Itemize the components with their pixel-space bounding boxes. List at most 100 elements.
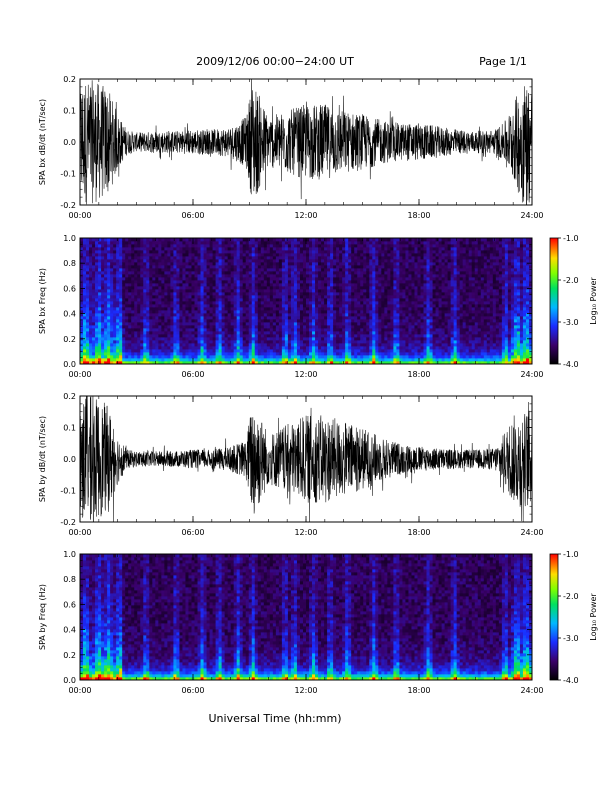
spectrogram-cell bbox=[330, 322, 333, 325]
spectrogram-cell bbox=[297, 343, 300, 346]
spectrogram-cell bbox=[225, 247, 228, 250]
spectrogram-cell bbox=[276, 289, 279, 292]
spectrogram-cell bbox=[198, 331, 201, 334]
spectrogram-cell bbox=[411, 265, 414, 268]
spectrogram-cell bbox=[402, 301, 405, 304]
spectrogram-cell bbox=[408, 259, 411, 262]
spectrogram-cell bbox=[306, 286, 309, 289]
spectrogram-cell bbox=[113, 301, 116, 304]
spectrogram-cell bbox=[161, 256, 164, 259]
spectrogram-cell bbox=[345, 274, 348, 277]
spectrogram-cell bbox=[354, 259, 357, 262]
spectrogram-cell bbox=[309, 283, 312, 286]
spectrogram-cell bbox=[158, 238, 161, 241]
spectrogram-cell bbox=[255, 328, 258, 331]
spectrogram-cell bbox=[351, 289, 354, 292]
spectrogram-cell bbox=[264, 322, 267, 325]
spectrogram-cell bbox=[282, 301, 285, 304]
spectrogram-cell bbox=[360, 301, 363, 304]
spectrogram-cell bbox=[164, 250, 167, 253]
spectrogram-cell bbox=[143, 343, 146, 346]
spectrogram-cell bbox=[255, 310, 258, 313]
spectrogram-cell bbox=[417, 349, 420, 352]
spectrogram-cell bbox=[360, 238, 363, 241]
spectrogram-cell bbox=[213, 340, 216, 343]
spectrogram-cell bbox=[387, 295, 390, 298]
spectrogram-cell bbox=[369, 310, 372, 313]
spectrogram-cell bbox=[107, 352, 110, 355]
spectrogram-cell bbox=[354, 328, 357, 331]
spectrogram-cell bbox=[279, 268, 282, 271]
spectrogram-cell bbox=[128, 268, 131, 271]
spectrogram-cell bbox=[182, 286, 185, 289]
spectrogram-cell bbox=[210, 271, 213, 274]
spectrogram-cell bbox=[185, 310, 188, 313]
spectrogram-cell bbox=[110, 352, 113, 355]
spectrogram-cell bbox=[182, 310, 185, 313]
spectrogram-cell bbox=[104, 325, 107, 328]
spectrogram-cell bbox=[240, 310, 243, 313]
spectrogram-cell bbox=[327, 280, 330, 283]
spectrogram-cell bbox=[255, 253, 258, 256]
spectrogram-cell bbox=[321, 271, 324, 274]
spectrogram-cell bbox=[384, 268, 387, 271]
spectrogram-cell bbox=[427, 292, 430, 295]
spectrogram-cell bbox=[216, 289, 219, 292]
spectrogram-cell bbox=[390, 328, 393, 331]
spectrogram-cell bbox=[86, 271, 89, 274]
spectrogram-cell bbox=[155, 262, 158, 265]
spectrogram-cell bbox=[421, 346, 424, 349]
spectrogram-cell bbox=[417, 319, 420, 322]
spectrogram-cell bbox=[119, 256, 122, 259]
spectrogram-cell bbox=[80, 340, 83, 343]
spectrogram-cell bbox=[237, 292, 240, 295]
spectrogram-cell bbox=[312, 292, 315, 295]
spectrogram-cell bbox=[116, 319, 119, 322]
spectrogram-cell bbox=[104, 277, 107, 280]
spectrogram-cell bbox=[321, 241, 324, 244]
spectrogram-cell bbox=[294, 289, 297, 292]
spectrogram-cell bbox=[387, 304, 390, 307]
spectrogram-cell bbox=[408, 307, 411, 310]
spectrogram-cell bbox=[414, 337, 417, 340]
spectrogram-cell bbox=[95, 328, 98, 331]
spectrogram-cell bbox=[363, 247, 366, 250]
spectrogram-cell bbox=[411, 337, 414, 340]
spectrogram-cell bbox=[393, 337, 396, 340]
spectrogram-cell bbox=[261, 325, 264, 328]
spectrogram-cell bbox=[300, 271, 303, 274]
spectrogram-cell bbox=[104, 310, 107, 313]
spectrogram-cell bbox=[170, 268, 173, 271]
spectrogram-cell bbox=[372, 247, 375, 250]
spectrogram-cell bbox=[348, 307, 351, 310]
spectrogram-cell bbox=[291, 313, 294, 316]
spectrogram-cell bbox=[421, 271, 424, 274]
spectrogram-cell bbox=[243, 268, 246, 271]
spectrogram-cell bbox=[122, 340, 125, 343]
spectrogram-cell bbox=[381, 265, 384, 268]
spectrogram-cell bbox=[402, 289, 405, 292]
spectrogram-cell bbox=[222, 268, 225, 271]
spectrogram-cell bbox=[161, 277, 164, 280]
spectrogram-cell bbox=[387, 340, 390, 343]
spectrogram-cell bbox=[424, 355, 427, 358]
spectrogram-cell bbox=[318, 304, 321, 307]
spectrogram-cell bbox=[424, 241, 427, 244]
spectrogram-cell bbox=[243, 322, 246, 325]
spectrogram-cell bbox=[396, 238, 399, 241]
spectrogram-cell bbox=[342, 316, 345, 319]
spectrogram-cell bbox=[107, 322, 110, 325]
spectrogram-cell bbox=[222, 349, 225, 352]
spectrogram-cell bbox=[342, 283, 345, 286]
spectrogram-cell bbox=[146, 346, 149, 349]
spectrogram-cell bbox=[216, 295, 219, 298]
spectrogram-cell bbox=[351, 304, 354, 307]
spectrogram-cell bbox=[318, 286, 321, 289]
spectrogram-cell bbox=[333, 268, 336, 271]
spectrogram-cell bbox=[216, 259, 219, 262]
spectrogram-cell bbox=[345, 286, 348, 289]
spectrogram-cell bbox=[330, 253, 333, 256]
spectrogram-cell bbox=[164, 244, 167, 247]
spectrogram-cell bbox=[255, 256, 258, 259]
spectrogram-cell bbox=[104, 265, 107, 268]
